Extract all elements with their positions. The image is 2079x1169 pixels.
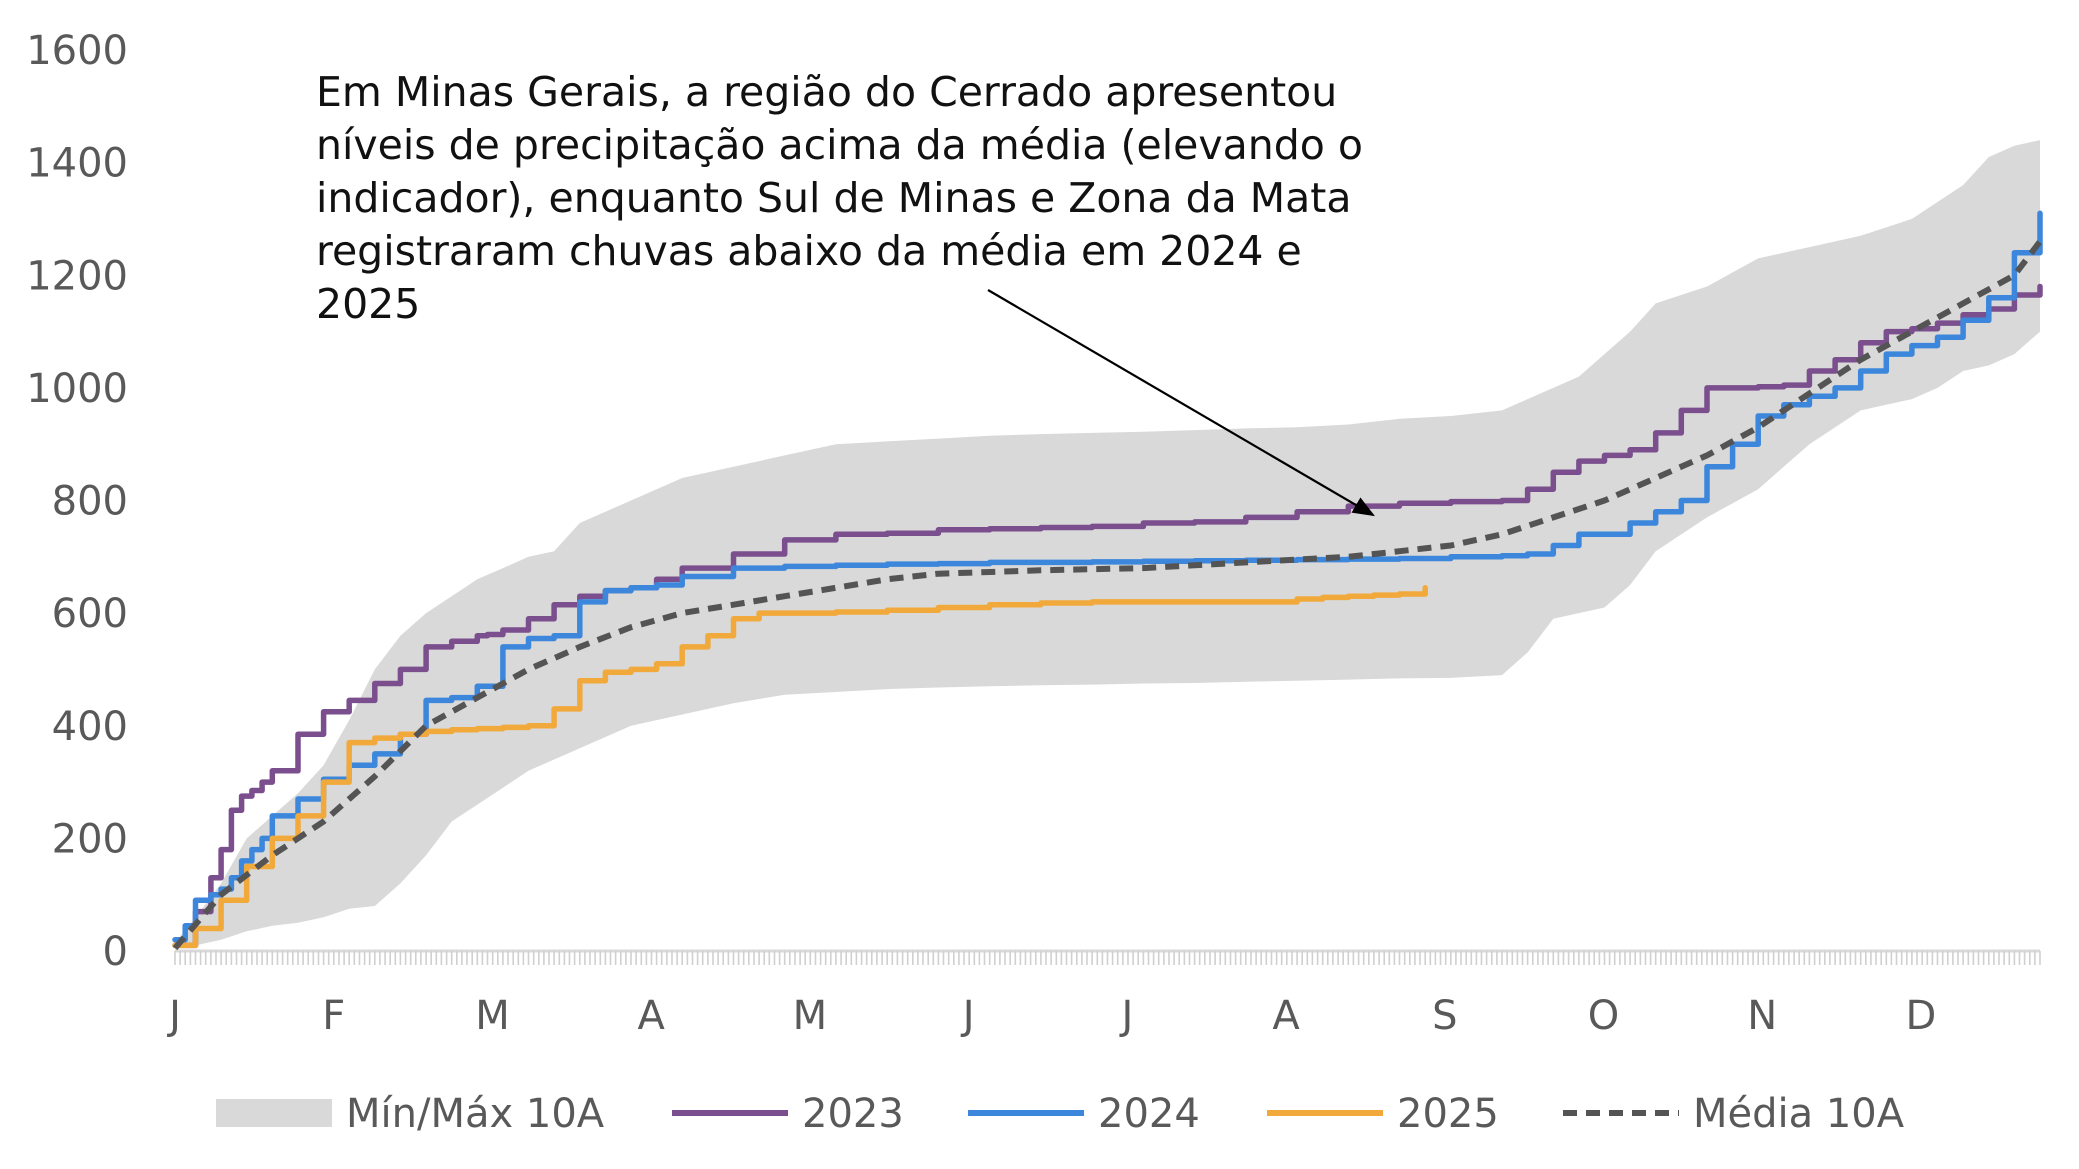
legend-item: Média 10A — [1563, 1091, 1905, 1137]
y-tick-label: 1400 — [26, 141, 128, 187]
x-tick-label: D — [1906, 993, 1937, 1039]
series-line-2023 — [172, 283, 2043, 949]
annotation-arrow-layer — [987, 289, 1375, 517]
series-line-m-dia-10a — [172, 239, 2043, 951]
y-tick-label: 0 — [103, 929, 128, 975]
annotation-arrow — [987, 289, 1375, 517]
min-max-band-layer — [175, 140, 2040, 949]
x-tick-label: A — [637, 993, 665, 1039]
y-tick-label: 800 — [52, 479, 128, 525]
legend-label: Média 10A — [1693, 1091, 1905, 1137]
legend-item: 2025 — [1267, 1091, 1499, 1137]
legend-item: 2023 — [672, 1091, 904, 1137]
legend-label: 2023 — [802, 1091, 904, 1137]
series-line-2025 — [172, 585, 1428, 949]
y-tick-label: 1000 — [26, 366, 128, 412]
legend: Mín/Máx 10A 2023 2024 2025 Média 10A — [216, 1091, 1905, 1137]
x-tick-label: A — [1272, 993, 1300, 1039]
min-max-band — [175, 140, 2040, 949]
legend-label: 2024 — [1098, 1091, 1200, 1137]
legend-label: 2025 — [1397, 1091, 1499, 1137]
chart-annotation: Em Minas Gerais, a região do Cerrado apr… — [316, 68, 1363, 328]
series-layer — [172, 210, 2043, 951]
x-tick-label: F — [322, 993, 345, 1039]
x-tick-label: N — [1747, 993, 1777, 1039]
y-tick-label: 1600 — [26, 28, 128, 74]
legend-label: Mín/Máx 10A — [346, 1091, 605, 1137]
x-tick-label: M — [475, 993, 510, 1039]
x-axis-tick-marks — [174, 951, 2041, 965]
legend-item: Mín/Máx 10A — [216, 1091, 605, 1137]
x-tick-label: O — [1588, 993, 1619, 1039]
legend-swatch-band — [216, 1099, 332, 1127]
y-tick-label: 400 — [52, 704, 128, 750]
y-tick-label: 600 — [52, 591, 128, 637]
x-tick-label: J — [1118, 993, 1133, 1039]
y-tick-label: 1200 — [26, 253, 128, 299]
x-tick-label: S — [1432, 993, 1457, 1039]
legend-item: 2024 — [968, 1091, 1200, 1137]
y-tick-label: 200 — [52, 816, 128, 862]
y-tick-labels: 0 200 400 600 800 1000 1200 1400 1600 — [26, 28, 128, 975]
x-axis-layer — [174, 949, 2041, 965]
x-tick-label: J — [960, 993, 975, 1039]
x-tick-label: M — [793, 993, 828, 1039]
x-tick-label: J — [166, 993, 181, 1039]
